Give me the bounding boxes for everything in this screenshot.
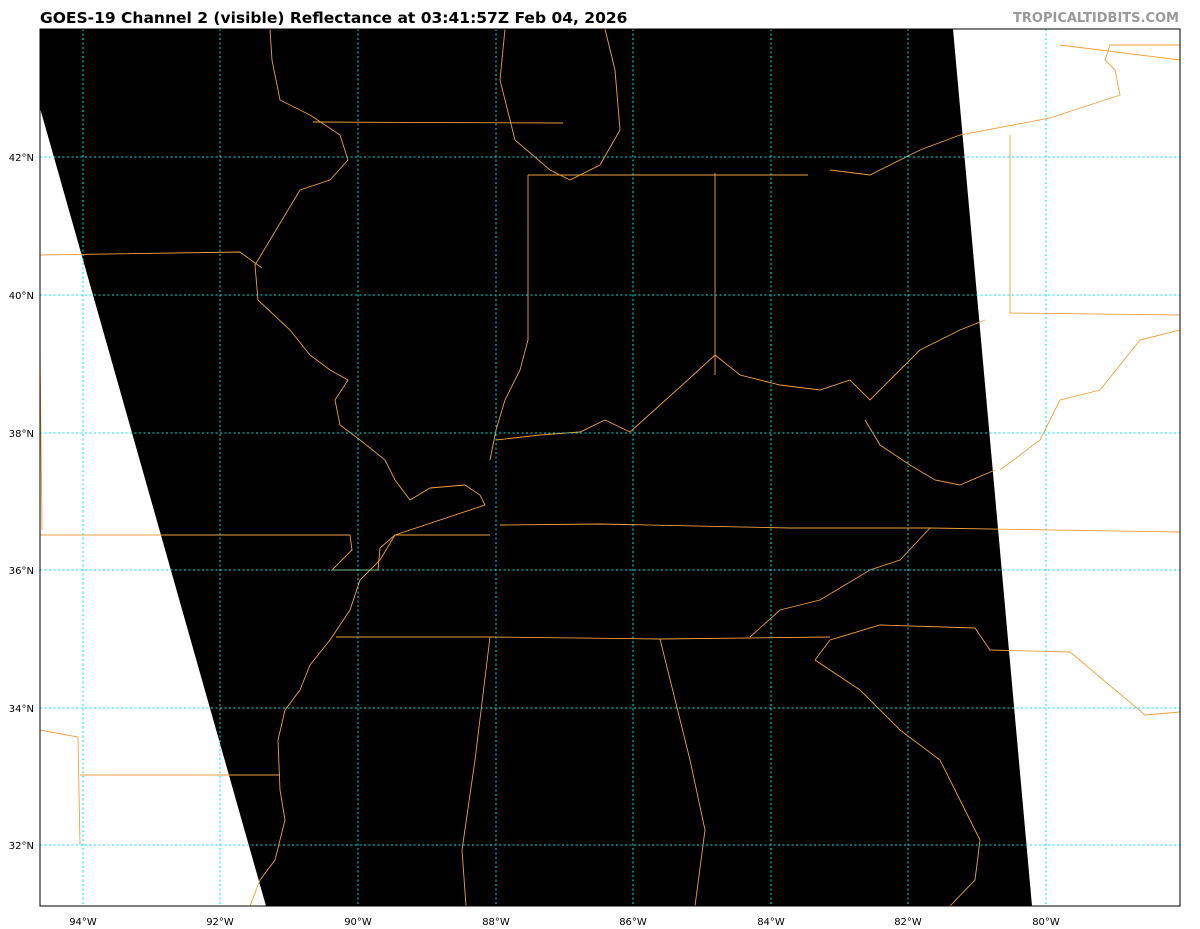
lat-label: 32°N: [9, 841, 34, 852]
lat-label: 34°N: [9, 704, 34, 715]
latitude-labels: 42°N 40°N 38°N 36°N 34°N 32°N: [9, 153, 34, 852]
political-borders: [40, 29, 1180, 906]
lon-label: 86°W: [619, 917, 647, 928]
lon-label: 84°W: [757, 917, 785, 928]
map-title: GOES-19 Channel 2 (visible) Reflectance …: [40, 9, 628, 27]
lon-label: 92°W: [206, 917, 234, 928]
graticule: [40, 29, 1180, 906]
satellite-imagery-swath: [40, 29, 1032, 906]
lon-label: 90°W: [344, 917, 372, 928]
brand-watermark: TROPICALTIDBITS.COM: [1013, 11, 1179, 26]
lat-label: 42°N: [9, 153, 34, 164]
lon-label: 80°W: [1032, 917, 1060, 928]
lon-label: 88°W: [482, 917, 510, 928]
map-frame: [39, 28, 1181, 907]
lat-label: 36°N: [9, 566, 34, 577]
lat-label: 38°N: [9, 429, 34, 440]
lon-label: 94°W: [69, 917, 97, 928]
lat-label: 40°N: [9, 291, 34, 302]
longitude-labels: 94°W 92°W 90°W 88°W 86°W 84°W 82°W 80°W: [69, 917, 1060, 928]
lon-label: 82°W: [894, 917, 922, 928]
